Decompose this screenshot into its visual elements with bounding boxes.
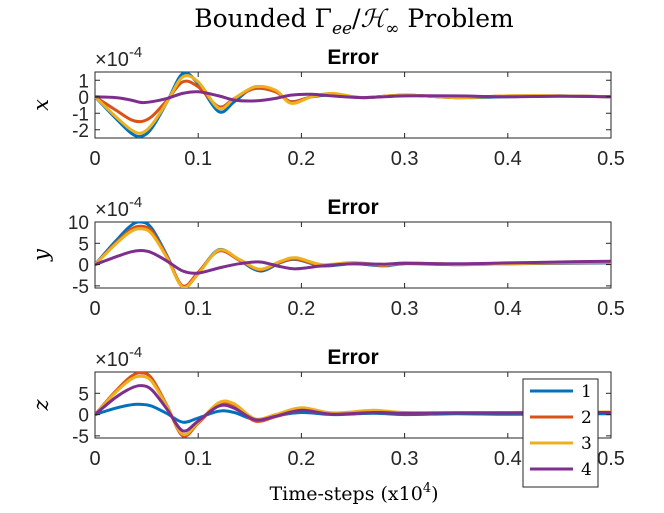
series-line-4 bbox=[95, 90, 611, 105]
x-axis-label-text: Time-steps (x10 bbox=[269, 483, 422, 505]
x-tick-label: 0.1 bbox=[184, 148, 212, 170]
figure-title: Bounded Γee/ℋ∞ Problem bbox=[194, 4, 514, 39]
x-tick-label: 0.4 bbox=[494, 298, 522, 320]
y-multiplier-base: ×10 bbox=[95, 199, 129, 221]
series-group bbox=[95, 222, 611, 288]
y-multiplier: ×10-4 bbox=[95, 44, 142, 71]
figure-title-subscript: ee bbox=[332, 19, 352, 39]
y-tick-label: 5 bbox=[78, 234, 89, 255]
subplot-title: Error bbox=[327, 46, 378, 69]
y-tick-label: 0 bbox=[78, 406, 89, 427]
y-multiplier: ×10-4 bbox=[95, 194, 142, 221]
figure-title-inf: ∞ bbox=[385, 19, 399, 39]
y-tick-label: -5 bbox=[72, 427, 89, 448]
y-tick-label: -1 bbox=[72, 104, 89, 125]
x-tick-label: 0.2 bbox=[287, 448, 315, 470]
legend-label-2: 2 bbox=[581, 408, 592, 428]
y-tick-label: 1 bbox=[78, 71, 89, 92]
x-axis-label-exp: 4 bbox=[423, 481, 431, 496]
legend-label-3: 3 bbox=[581, 434, 592, 454]
y-axis-label: x bbox=[29, 99, 53, 111]
y-multiplier-exp: -4 bbox=[129, 344, 142, 361]
x-tick-label: 0.1 bbox=[184, 448, 212, 470]
x-tick-label: 0.4 bbox=[494, 148, 522, 170]
x-tick-label: 0.5 bbox=[597, 448, 625, 470]
figure-title-part: Bounded Γ bbox=[194, 4, 332, 33]
x-tick-label: 0.2 bbox=[287, 148, 315, 170]
series-group bbox=[95, 372, 611, 438]
x-tick-label: 0.4 bbox=[494, 448, 522, 470]
x-tick-label: 0.5 bbox=[597, 148, 625, 170]
y-multiplier-base: ×10 bbox=[95, 49, 129, 71]
y-tick-label: 5 bbox=[78, 384, 89, 405]
x-axis-label-end: ) bbox=[431, 483, 438, 505]
y-tick-label: -5 bbox=[72, 277, 89, 298]
series-group bbox=[95, 72, 611, 138]
legend-label-4: 4 bbox=[581, 460, 592, 480]
subplot-title: Error bbox=[327, 196, 378, 219]
y-multiplier: ×10-4 bbox=[95, 344, 142, 371]
x-tick-label: 0 bbox=[89, 298, 100, 320]
x-tick-label: 0.3 bbox=[391, 148, 419, 170]
figure-title-end: Problem bbox=[407, 4, 514, 33]
y-axis-label: y bbox=[29, 248, 53, 262]
x-tick-label: 0 bbox=[89, 448, 100, 470]
x-tick-label: 0.5 bbox=[597, 298, 625, 320]
y-tick-label: 0 bbox=[78, 88, 89, 109]
x-axis-label: Time-steps (x104) bbox=[269, 481, 438, 505]
y-tick-label: -2 bbox=[72, 121, 89, 142]
x-tick-label: 0.3 bbox=[391, 298, 419, 320]
x-tick-label: 0.1 bbox=[184, 298, 212, 320]
series-line-4 bbox=[95, 248, 611, 275]
y-multiplier-exp: -4 bbox=[129, 44, 142, 61]
x-tick-label: 0 bbox=[89, 148, 100, 170]
legend: 1 2 3 4 bbox=[522, 378, 599, 488]
series-line-4 bbox=[95, 384, 611, 433]
subplot-title: Error bbox=[327, 346, 378, 369]
y-tick-label: 0 bbox=[78, 256, 89, 277]
y-multiplier-base: ×10 bbox=[95, 349, 129, 371]
y-multiplier-exp: -4 bbox=[129, 194, 142, 211]
y-axis-label: z bbox=[29, 399, 53, 412]
y-tick-label: 10 bbox=[68, 213, 89, 234]
figure-title-slash: / bbox=[352, 4, 361, 33]
legend-label-1: 1 bbox=[581, 382, 592, 402]
plot-area bbox=[94, 221, 612, 289]
plot-area bbox=[94, 71, 612, 139]
figure-title-h: ℋ bbox=[361, 4, 390, 33]
x-tick-label: 0.2 bbox=[287, 298, 315, 320]
x-tick-label: 0.3 bbox=[391, 448, 419, 470]
